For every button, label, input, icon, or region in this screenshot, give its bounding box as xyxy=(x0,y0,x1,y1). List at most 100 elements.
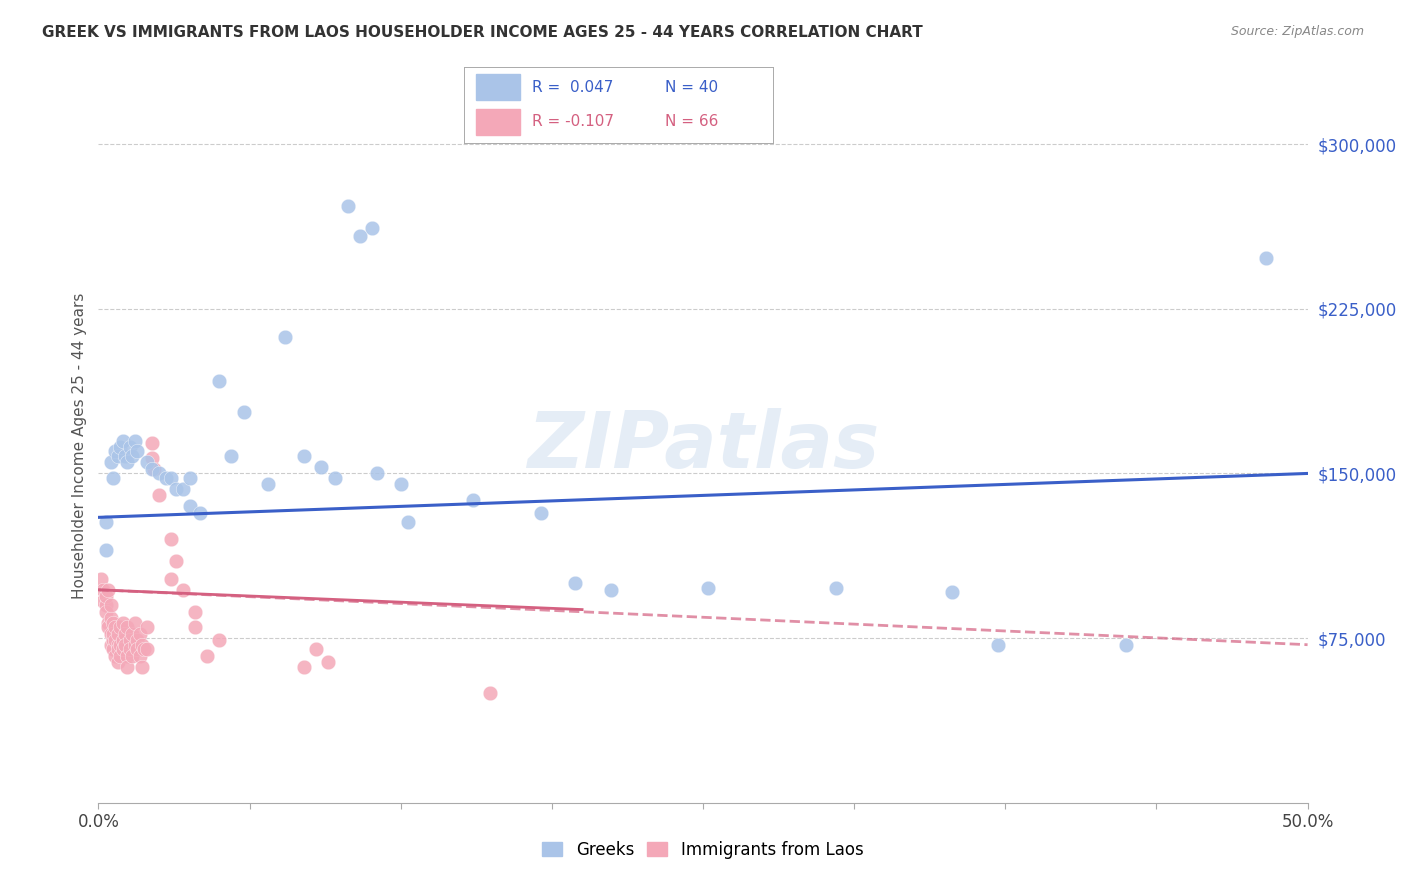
Point xyxy=(100,626,122,640)
Text: N = 40: N = 40 xyxy=(665,80,718,95)
Point xyxy=(141,462,163,476)
Point xyxy=(117,620,139,634)
Point xyxy=(696,581,718,595)
Point xyxy=(160,471,183,485)
Point xyxy=(188,506,211,520)
Point xyxy=(121,626,143,640)
Point xyxy=(127,444,149,458)
Point xyxy=(184,620,207,634)
Point xyxy=(1256,252,1278,266)
Point xyxy=(108,620,131,634)
Point xyxy=(91,582,114,597)
Point xyxy=(94,543,117,558)
Point xyxy=(160,533,183,547)
Point xyxy=(101,471,124,485)
Point xyxy=(141,451,163,466)
Point xyxy=(100,611,122,625)
Point xyxy=(97,582,120,597)
Point xyxy=(600,582,623,597)
Point xyxy=(101,633,124,648)
Point xyxy=(349,229,371,244)
Point xyxy=(131,659,153,673)
Point xyxy=(941,585,963,599)
Point xyxy=(305,642,328,657)
Point xyxy=(117,648,139,663)
Point xyxy=(97,620,120,634)
Point xyxy=(135,620,157,634)
Point xyxy=(148,467,170,481)
Point xyxy=(292,659,315,673)
Point xyxy=(121,648,143,663)
Point xyxy=(128,648,150,663)
Point xyxy=(104,620,127,634)
Text: Source: ZipAtlas.com: Source: ZipAtlas.com xyxy=(1230,25,1364,38)
Point xyxy=(101,626,124,640)
Point xyxy=(94,515,117,529)
Point xyxy=(100,638,122,652)
Point xyxy=(184,605,207,619)
Point xyxy=(114,626,136,640)
Point xyxy=(118,633,141,648)
Point xyxy=(111,633,134,648)
Point xyxy=(141,435,163,450)
Point xyxy=(107,626,129,640)
Point xyxy=(479,686,502,700)
Point xyxy=(111,642,134,657)
Point xyxy=(100,598,122,612)
Point xyxy=(396,515,419,529)
Point xyxy=(143,462,166,476)
Point xyxy=(100,455,122,469)
Bar xyxy=(477,75,520,100)
Point xyxy=(94,598,117,612)
Text: N = 66: N = 66 xyxy=(665,114,718,129)
Point xyxy=(148,488,170,502)
Point xyxy=(114,449,136,463)
Point xyxy=(107,449,129,463)
Point xyxy=(1115,638,1137,652)
Point xyxy=(124,638,146,652)
Point xyxy=(172,482,194,496)
Point xyxy=(117,455,139,469)
Point xyxy=(101,615,124,630)
Point xyxy=(104,444,127,458)
Point xyxy=(256,477,278,491)
Point xyxy=(172,582,194,597)
Point xyxy=(121,449,143,463)
Point xyxy=(336,198,359,212)
Point xyxy=(118,642,141,657)
Point xyxy=(128,626,150,640)
Point xyxy=(179,500,201,514)
Point xyxy=(111,615,134,630)
Point xyxy=(104,648,127,663)
Point xyxy=(111,434,134,448)
Point xyxy=(325,471,347,485)
Point xyxy=(309,459,332,474)
Point xyxy=(135,455,157,469)
Point xyxy=(114,638,136,652)
Point xyxy=(232,405,254,419)
Point xyxy=(134,642,156,657)
Point xyxy=(389,477,412,491)
Legend: Greeks, Immigrants from Laos: Greeks, Immigrants from Laos xyxy=(536,835,870,866)
Point xyxy=(195,648,218,663)
Point xyxy=(825,581,848,595)
Point xyxy=(208,633,231,648)
Point xyxy=(127,642,149,657)
Text: GREEK VS IMMIGRANTS FROM LAOS HOUSEHOLDER INCOME AGES 25 - 44 YEARS CORRELATION : GREEK VS IMMIGRANTS FROM LAOS HOUSEHOLDE… xyxy=(42,25,922,40)
Point xyxy=(366,467,388,481)
Point xyxy=(94,590,117,604)
Point xyxy=(108,638,131,652)
Point xyxy=(107,655,129,669)
Point xyxy=(360,220,382,235)
Point xyxy=(135,642,157,657)
Text: R = -0.107: R = -0.107 xyxy=(531,114,614,129)
Point xyxy=(987,638,1010,652)
Text: R =  0.047: R = 0.047 xyxy=(531,80,613,95)
Point xyxy=(97,615,120,630)
Point xyxy=(101,642,124,657)
Point xyxy=(221,449,243,463)
Point xyxy=(107,642,129,657)
Point xyxy=(155,471,177,485)
Point xyxy=(104,633,127,648)
Point xyxy=(530,506,553,520)
